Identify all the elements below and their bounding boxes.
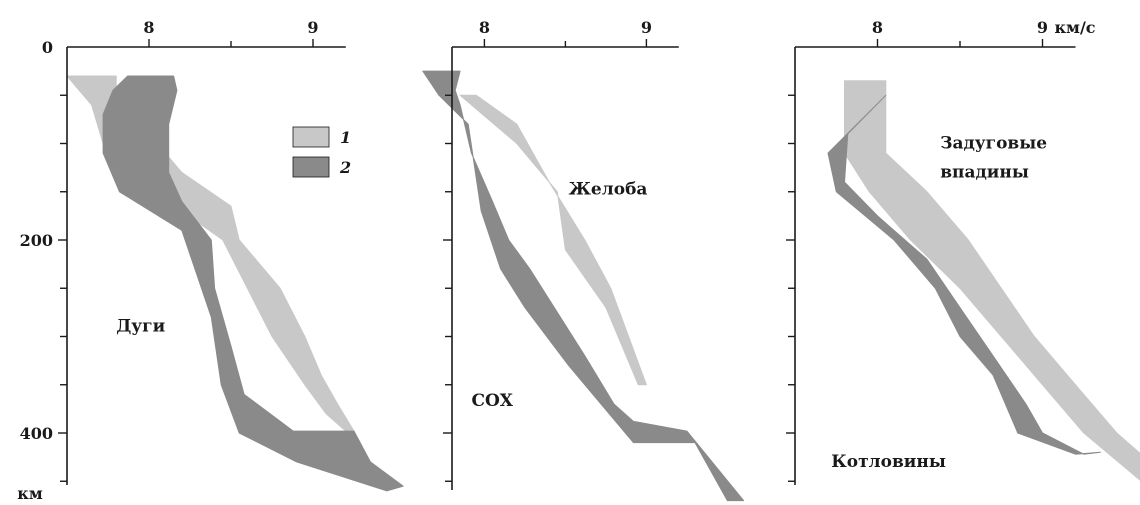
y-tick-label: 200 xyxy=(20,231,53,250)
region-label: Задуговые xyxy=(940,133,1047,153)
x-tick-label: 8 xyxy=(479,18,490,37)
region-label: впадины xyxy=(940,162,1029,182)
x-tick-label: 9 xyxy=(641,18,652,37)
legend: 12 xyxy=(292,126,351,178)
x-tick-label: 8 xyxy=(143,18,154,37)
y-tick-label: 0 xyxy=(42,38,53,57)
band-series-1 xyxy=(459,94,647,386)
y-tick-label: 400 xyxy=(20,424,53,443)
region-label: Желоба xyxy=(569,180,648,200)
panel-2: 8 9 Желоба СОХ xyxy=(422,18,745,502)
panel-1: 8 9 0 200 400 км Дуги xyxy=(17,18,404,503)
y-unit-label: км xyxy=(17,484,43,503)
legend-swatch-1 xyxy=(292,126,330,148)
legend-label-2: 2 xyxy=(339,158,351,177)
x-tick-label: 8 xyxy=(872,18,883,37)
region-label: СОХ xyxy=(471,391,513,411)
region-label: Дуги xyxy=(116,317,165,337)
x-tick-label: 9 xyxy=(1037,18,1048,37)
band-series-2 xyxy=(827,94,1101,455)
panel-3: 8 9 км/с Задуговые впадины Котловины xyxy=(786,18,1140,485)
x-unit-label: км/с xyxy=(1055,18,1096,37)
legend-swatch-2 xyxy=(292,156,330,178)
band-series-2 xyxy=(422,70,745,502)
x-tick-label: 9 xyxy=(307,18,318,37)
region-label: Котловины xyxy=(831,452,946,472)
band-series-2 xyxy=(102,75,404,492)
band-series-1 xyxy=(844,80,1140,481)
legend-label-1: 1 xyxy=(340,128,351,147)
